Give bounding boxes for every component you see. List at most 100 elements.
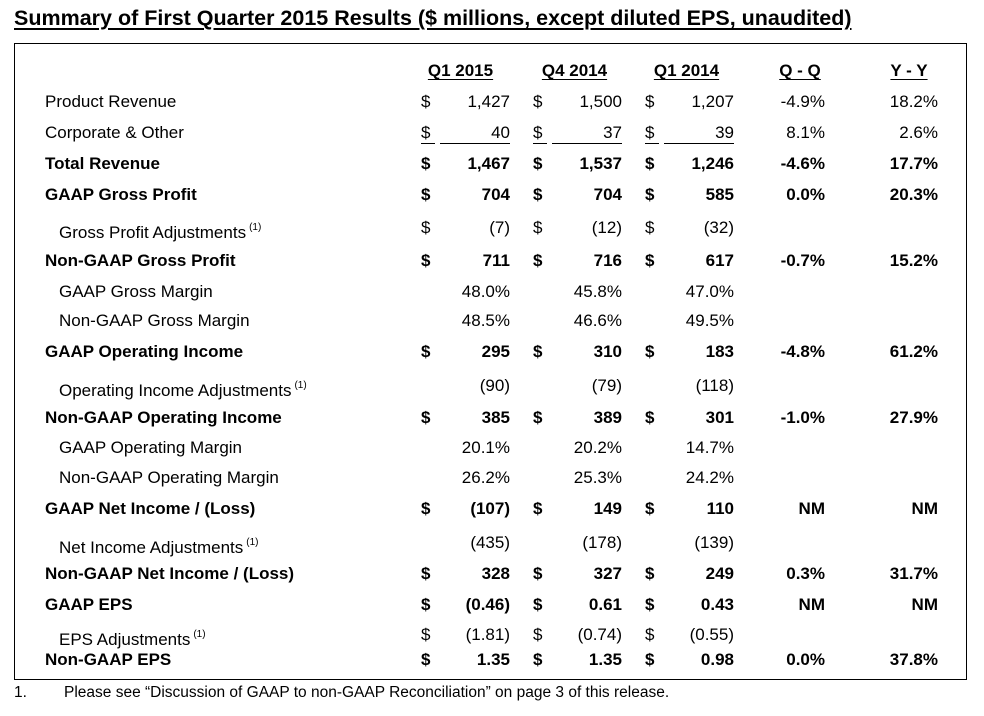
row-label: GAAP Operating Income <box>45 342 244 361</box>
currency-sign: $ <box>421 251 431 270</box>
row-label: Non-GAAP Gross Profit <box>45 251 236 270</box>
table-row: GAAP Operating Income $295 $310 $183 -4.8% 61… <box>15 341 966 371</box>
value-q4-2014: 37 <box>552 122 622 144</box>
footnote-text: Please see “Discussion of GAAP to non-GA… <box>64 684 670 701</box>
value-q4-2014: 25.3% <box>573 468 622 487</box>
col-header-q4-2014: Q4 2014 <box>541 61 608 80</box>
currency-sign: $ <box>645 342 655 361</box>
change-q-q: -0.7% <box>780 251 825 270</box>
table-row: Non-GAAP Gross Profit $711 $716 $617 -0.7% 15… <box>15 250 966 280</box>
currency-sign: $ <box>533 92 543 111</box>
change-y-y: 61.2% <box>889 342 938 361</box>
currency-sign: $ <box>533 564 543 583</box>
value-q1-2014: 585 <box>705 185 734 204</box>
value-q1-2014: 617 <box>705 251 734 270</box>
row-label: Operating Income Adjustments (1) <box>59 380 307 400</box>
currency-sign: $ <box>421 122 435 144</box>
currency-sign: $ <box>533 342 543 361</box>
currency-sign: $ <box>421 154 431 173</box>
table-row: Non-GAAP Operating Income $385 $389 $301 -1.… <box>15 407 966 437</box>
change-q-q: NM <box>798 595 825 614</box>
value-q4-2014: 327 <box>593 564 622 583</box>
row-label: Non-GAAP Operating Income <box>45 408 282 427</box>
change-y-y: 2.6% <box>899 123 938 142</box>
value-q1-2015: 1,467 <box>467 154 510 173</box>
table-header-row: Q1 2015 Q4 2014 Q1 2014 Q - Q Y - Y <box>15 60 966 90</box>
value-q4-2014: 716 <box>593 251 622 270</box>
value-q1-2014: (0.55) <box>689 625 734 644</box>
results-table: Q1 2015 Q4 2014 Q1 2014 Q - Q Y - Y Prod… <box>14 43 967 680</box>
value-q4-2014: 46.6% <box>573 311 622 330</box>
currency-sign: $ <box>645 92 655 111</box>
value-q1-2015: (107) <box>470 499 510 518</box>
footnote-marker: (1) <box>249 222 262 233</box>
currency-sign: $ <box>421 92 431 111</box>
value-q4-2014: 310 <box>593 342 622 361</box>
row-label: GAAP Net Income / (Loss) <box>45 499 256 518</box>
change-y-y: 15.2% <box>889 251 938 270</box>
value-q1-2014: 183 <box>705 342 734 361</box>
table-row: GAAP Gross Margin 48.0% 45.8% 47.0% <box>15 281 966 311</box>
row-label: Non-GAAP Operating Margin <box>59 468 279 487</box>
value-q1-2014: (139) <box>694 533 734 552</box>
value-q1-2014: 1,246 <box>691 154 734 173</box>
table-row: Non-GAAP EPS $1.35 $1.35 $0.98 0.0% 37.8% <box>15 649 966 679</box>
value-q1-2014: 301 <box>705 408 734 427</box>
table-row: EPS Adjustments (1) $ (1.81) $ (0.74) $ (0.55) <box>15 624 966 654</box>
value-q1-2014: 49.5% <box>685 311 734 330</box>
value-q1-2014: 24.2% <box>685 468 734 487</box>
currency-sign: $ <box>645 650 655 669</box>
row-label: GAAP EPS <box>45 595 133 614</box>
footnote-number: 1. <box>14 684 27 701</box>
currency-sign: $ <box>533 499 543 518</box>
value-q1-2015: (0.46) <box>465 595 510 614</box>
row-label: Gross Profit Adjustments (1) <box>59 222 262 242</box>
value-q1-2014: 1,207 <box>691 92 734 111</box>
table-row: Total Revenue $1,467 $1,537 $1,246 -4.6% 17.7… <box>15 153 966 183</box>
value-q4-2014: 45.8% <box>573 282 622 301</box>
currency-sign: $ <box>421 218 431 237</box>
currency-sign: $ <box>421 625 431 644</box>
change-q-q: -1.0% <box>780 408 825 427</box>
change-y-y: 18.2% <box>889 92 938 111</box>
value-q1-2015: 328 <box>481 564 510 583</box>
table-row: GAAP Gross Profit $704 $704 $585 0.0% 20.3% <box>15 184 966 214</box>
table-row: Non-GAAP Net Income / (Loss) $328 $327 $249… <box>15 563 966 593</box>
currency-sign: $ <box>533 650 543 669</box>
value-q1-2015: 20.1% <box>461 438 510 457</box>
change-y-y: 17.7% <box>889 154 938 173</box>
col-header-q1-2014: Q1 2014 <box>653 61 720 80</box>
value-q4-2014: (0.74) <box>577 625 622 644</box>
value-q1-2015: 385 <box>481 408 510 427</box>
currency-sign: $ <box>533 408 543 427</box>
change-q-q: 8.1% <box>786 123 825 142</box>
row-label: Product Revenue <box>45 92 177 111</box>
value-q1-2015: (1.81) <box>465 625 510 644</box>
value-q1-2014: 0.98 <box>700 650 734 669</box>
currency-sign: $ <box>533 595 543 614</box>
value-q1-2014: 47.0% <box>685 282 734 301</box>
value-q1-2015: (435) <box>470 533 510 552</box>
currency-sign: $ <box>645 122 659 144</box>
value-q1-2015: 40 <box>440 122 510 144</box>
change-q-q: -4.6% <box>780 154 825 173</box>
value-q4-2014: 389 <box>593 408 622 427</box>
change-y-y: 37.8% <box>889 650 938 669</box>
change-q-q: NM <box>798 499 825 518</box>
currency-sign: $ <box>533 122 547 144</box>
value-q4-2014: (178) <box>582 533 622 552</box>
currency-sign: $ <box>421 564 431 583</box>
footnote-marker: (1) <box>193 629 206 640</box>
table-row: Non-GAAP Operating Margin 26.2% 25.3% 24.2% <box>15 467 966 497</box>
value-q4-2014: 20.2% <box>573 438 622 457</box>
row-label: Corporate & Other <box>45 123 184 142</box>
value-q1-2015: 48.5% <box>461 311 510 330</box>
table-row: Corporate & Other $40 $37 $39 8.1% 2.6% <box>15 122 966 152</box>
table-row: GAAP EPS $ (0.46) $0.61 $0.43 NM NM <box>15 594 966 624</box>
value-q1-2014: 14.7% <box>685 438 734 457</box>
value-q1-2015: (90) <box>479 376 510 395</box>
footnote-marker: (1) <box>246 537 259 548</box>
value-q4-2014: 704 <box>593 185 622 204</box>
currency-sign: $ <box>533 185 543 204</box>
value-q4-2014: 0.61 <box>588 595 622 614</box>
